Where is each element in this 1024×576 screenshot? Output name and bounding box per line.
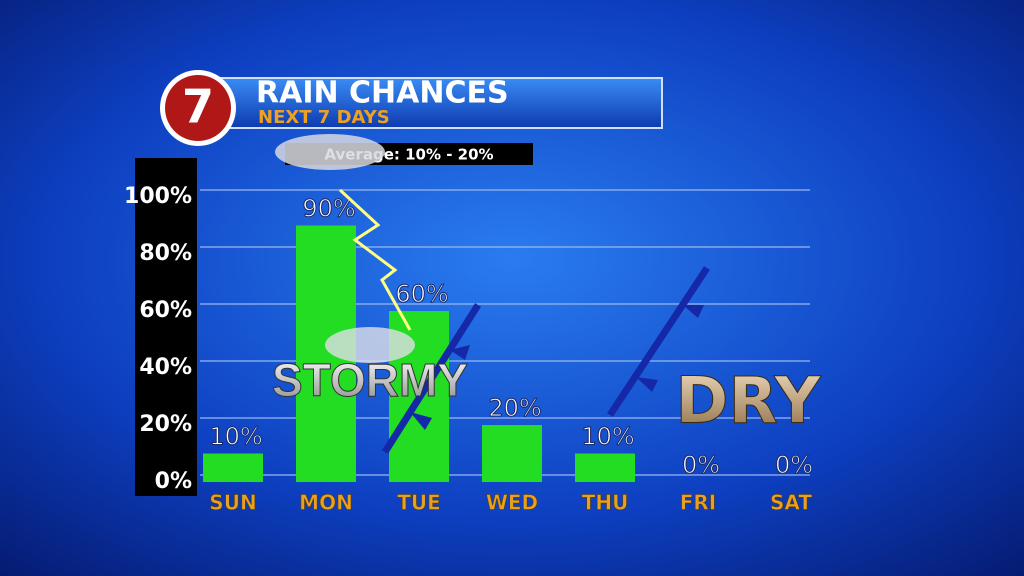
- stormy-label: STORMY: [272, 354, 468, 406]
- value-label: 10%: [581, 423, 634, 451]
- axis-panel: [135, 158, 197, 496]
- bar: [482, 425, 542, 482]
- dry-label: DRY: [675, 365, 821, 439]
- y-tick-label: 60%: [139, 298, 192, 323]
- cold-front: [607, 266, 710, 417]
- x-tick-label: FRI: [680, 491, 717, 515]
- lightning: [338, 188, 412, 331]
- x-tick-label: TUE: [397, 491, 441, 515]
- value-label: 10%: [209, 423, 262, 451]
- x-tick-label: WED: [486, 491, 538, 515]
- front-triangle: [410, 412, 432, 430]
- y-tick-label: 40%: [139, 355, 192, 380]
- logo-text: 7: [182, 80, 214, 134]
- x-tick-label: SUN: [209, 491, 256, 515]
- y-tick-label: 0%: [155, 469, 192, 494]
- x-tick-label: THU: [582, 491, 629, 515]
- x-tick-label: SAT: [770, 491, 812, 515]
- y-tick-label: 100%: [124, 184, 192, 209]
- cloud: [325, 327, 415, 363]
- value-label: 0%: [682, 451, 720, 479]
- x-tick-label: MON: [299, 491, 353, 515]
- cloud: [275, 134, 385, 170]
- bar: [575, 453, 635, 482]
- front-triangle: [636, 377, 658, 392]
- y-tick-label: 80%: [139, 241, 192, 266]
- value-label: 90%: [302, 195, 355, 223]
- chart-title: RAIN CHANCES: [256, 76, 509, 111]
- front-triangle: [450, 345, 470, 360]
- logo: [165, 75, 231, 141]
- value-label: 20%: [488, 394, 541, 422]
- front-triangle: [683, 305, 704, 318]
- chart-subtitle: NEXT 7 DAYS: [258, 107, 390, 128]
- y-tick-label: 20%: [139, 412, 192, 437]
- bar: [203, 453, 263, 482]
- title-box: [204, 77, 663, 129]
- value-label: 0%: [775, 451, 813, 479]
- cold-front: [382, 303, 481, 454]
- value-label: 60%: [395, 280, 448, 308]
